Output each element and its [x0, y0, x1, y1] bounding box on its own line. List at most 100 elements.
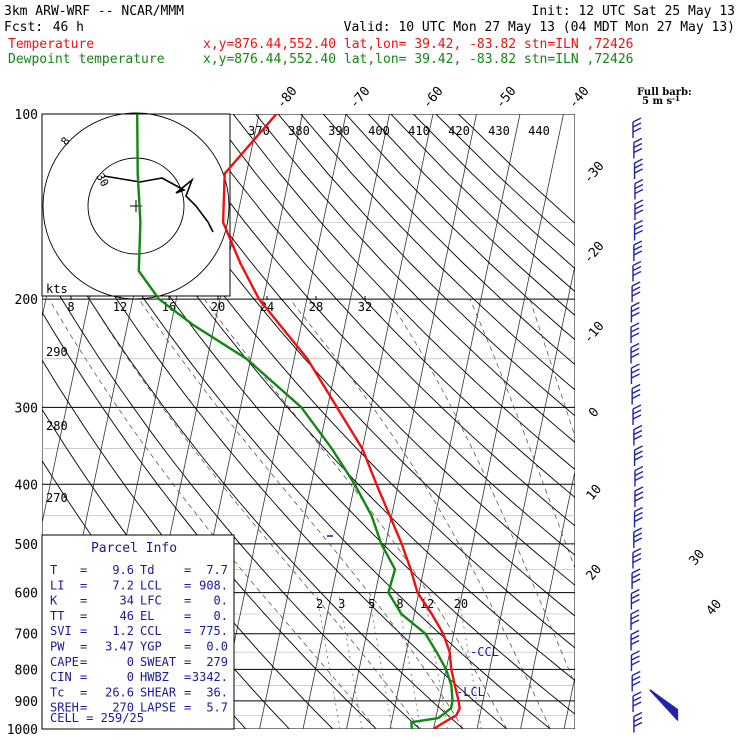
- dry-adiabat-line: [210, 114, 575, 498]
- wind-barb: [631, 670, 641, 692]
- isotherm-line: [520, 469, 575, 729]
- parcel-key: CAPE: [50, 655, 79, 669]
- wind-barb: [633, 424, 643, 446]
- wind-barb-flag: [633, 711, 643, 718]
- temperature-legend: Temperature: [8, 37, 94, 52]
- parcel-value: 908.: [199, 578, 228, 592]
- pressure-tick-label: 300: [15, 401, 38, 416]
- parcel-key: T: [50, 563, 57, 577]
- wind-barb: [633, 527, 643, 548]
- wind-barb-flag: [631, 578, 641, 584]
- wind-barb-flag: [632, 414, 642, 420]
- dry-adiabat-line: [187, 114, 575, 527]
- parcel-key: Td: [140, 563, 154, 577]
- fcst-label: Fcst:: [4, 20, 43, 35]
- wind-barb: [632, 260, 642, 282]
- parcel-value: 279: [206, 655, 228, 669]
- wind-barb-flag: [631, 306, 640, 313]
- wind-barb-flag: [634, 465, 644, 472]
- dry-adiabat-line: [120, 114, 575, 617]
- model-title: 3km ARW-WRF -- NCAR/MMM: [4, 4, 184, 19]
- parcel-key: SVI: [50, 624, 72, 638]
- wind-barb-flag: [630, 347, 640, 354]
- wind-barb: [634, 178, 644, 200]
- init-time: Init: 12 UTC Sat 25 May 13: [532, 4, 736, 19]
- wind-barb-flag: [632, 557, 642, 564]
- wind-barb-flag: [630, 322, 640, 328]
- wind-barb-flag: [630, 332, 640, 338]
- wind-barb-flag: [632, 260, 642, 267]
- wind-barb-flag: [634, 506, 643, 513]
- parcel-value: 46: [120, 609, 134, 623]
- mixing-ratio-label: 5: [368, 597, 375, 611]
- dry-adiabat-line: [165, 114, 575, 556]
- wind-barb-flag: [631, 568, 641, 574]
- parcel-value: 0.: [214, 594, 228, 608]
- wind-barb: [630, 342, 640, 364]
- wind-barb-flag: [630, 634, 640, 641]
- isotherm-line: [259, 114, 390, 729]
- pressure-tick-label: 100: [15, 108, 38, 123]
- wind-barb: [630, 609, 640, 630]
- dry-adiabat-line: [42, 220, 464, 729]
- wind-barb-flag: [631, 373, 640, 379]
- wind-barb-flag: [634, 178, 644, 185]
- hodograph-speed-label: 20: [211, 300, 225, 314]
- wind-barb: [634, 486, 644, 507]
- parcel-eq: =: [184, 655, 191, 669]
- parcel-eq: =: [80, 640, 87, 654]
- theta-e-label: 380: [288, 124, 310, 138]
- theta-e-label: 410: [408, 124, 430, 138]
- parcel-key: TT: [50, 609, 64, 623]
- wind-barb-flag: [631, 650, 640, 656]
- wind-barb-flag: [634, 491, 644, 497]
- parcel-value: 775.: [199, 624, 228, 638]
- wind-barb-flag: [632, 701, 642, 707]
- theta-e-label: 440: [528, 124, 550, 138]
- wind-barb-flag: [631, 286, 641, 292]
- isotherm-line: [476, 263, 575, 729]
- parcel-value: 1.2: [112, 624, 134, 638]
- wind-barb: [631, 383, 641, 405]
- wind-barb: [631, 281, 641, 302]
- ccl-marker: -CCL: [470, 645, 499, 659]
- parcel-info-rows: T = 9.6 Td = 7.7 LI = 7.2 LCL = 908. K = 34 LFC = 0. TT…: [50, 563, 228, 715]
- moist-adiabat-line: [289, 298, 551, 729]
- wind-barb-flag: [634, 450, 643, 456]
- parcel-key: CCL: [140, 624, 162, 638]
- wind-barb-flag: [632, 404, 642, 410]
- wind-barb-flag: [634, 470, 644, 477]
- parcel-info-title: Parcel Info: [91, 541, 177, 556]
- wind-barb-flag: [634, 158, 643, 164]
- parcel-key: LAPSE: [140, 701, 176, 715]
- theta-e-label: 400: [368, 124, 390, 138]
- wind-barb-flag: [634, 199, 644, 205]
- wind-barb: [633, 445, 643, 466]
- wind-barb-flag: [633, 721, 643, 728]
- wind-barb-flag: [634, 209, 644, 215]
- mixing-ratio-line: [457, 592, 482, 729]
- hodograph-ring-inner: [87, 157, 185, 255]
- parcel-eq: =: [184, 624, 191, 638]
- mixing-ratio-line: [368, 592, 393, 729]
- wind-barb-flag: [631, 281, 641, 287]
- dry-adiabat-label: 280: [46, 419, 68, 433]
- wind-barb-flag: [631, 573, 641, 579]
- wind-barb-flag: [632, 122, 642, 128]
- wind-barb: [630, 322, 640, 343]
- parcel-eq: =: [184, 670, 191, 684]
- parcel-key: SHEAR: [140, 685, 177, 699]
- dry-adiabat-label: 270: [46, 491, 68, 505]
- dry-adiabat-label: 290: [46, 345, 68, 359]
- parcel-eq: =: [80, 563, 87, 577]
- temperature-profile: [221, 114, 461, 729]
- sounding-profiles: [136, 114, 461, 729]
- wind-barb-flag: [631, 388, 641, 395]
- hodograph-speed-label: 32: [358, 300, 372, 314]
- wind-barb-flag: [632, 691, 642, 697]
- dewpoint-location: x,y=876.44,552.40 lat,lon= 39.42, -83.82…: [203, 52, 633, 67]
- wind-barb-flag: [634, 511, 643, 518]
- parcel-value: 0: [127, 670, 134, 684]
- parcel-value: 26.6: [105, 685, 134, 699]
- wind-barb-flag: [630, 352, 640, 359]
